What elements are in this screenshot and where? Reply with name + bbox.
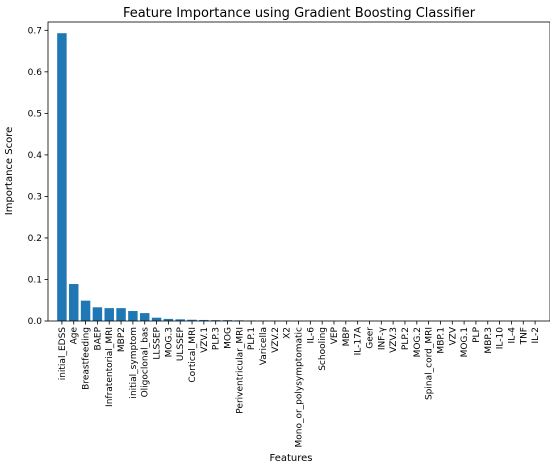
x-tick-label: Oligoclonal_bas <box>141 327 151 398</box>
bar <box>210 320 221 321</box>
y-tick-label: 0.6 <box>28 68 43 78</box>
bar <box>116 308 126 321</box>
bars-group <box>57 33 528 322</box>
x-tick-label: IL-4 <box>507 327 517 344</box>
x-tick-label: VZV <box>448 326 458 345</box>
bar <box>57 33 67 322</box>
bar <box>222 320 233 321</box>
x-tick-label: BAEP <box>93 326 103 350</box>
bar <box>199 319 209 321</box>
plot-frame <box>47 21 550 322</box>
bar <box>139 313 150 321</box>
x-tick-label: Schooling <box>318 327 328 371</box>
x-tick-label: INF-γ <box>377 326 387 350</box>
bar <box>92 307 103 321</box>
bar <box>175 319 185 321</box>
x-tick-label: initial_EDSS <box>58 327 68 381</box>
bar <box>128 311 138 321</box>
x-tick-label: PLP.3 <box>212 327 222 350</box>
x-tick-label: VZV.2 <box>271 327 281 353</box>
bar <box>163 318 174 321</box>
x-tick-label: PLP.2 <box>401 327 411 350</box>
x-tick-label: VEP <box>330 326 340 344</box>
x-tick-label: Mono_or_polysymptomatic <box>295 327 305 448</box>
chart-title: Feature Importance using Gradient Boosti… <box>123 6 476 21</box>
x-tick-label: Cortical_MRI <box>188 327 198 383</box>
x-tick-label: PLP.1 <box>247 327 257 350</box>
bar <box>151 317 162 321</box>
x-tick-label: Breastfeeding <box>82 327 92 390</box>
y-tick-label: 0.4 <box>28 151 43 161</box>
y-axis-label: Importance Score <box>4 127 15 216</box>
x-tick-label: Geer <box>365 327 375 349</box>
x-tick-label: MOG.2 <box>413 327 423 357</box>
x-tick-label: LLSSEP <box>153 326 163 359</box>
x-tick-label: VZV.1 <box>200 327 210 353</box>
y-tick-label: 0.7 <box>28 26 42 36</box>
y-tick-label: 0.3 <box>28 192 42 202</box>
y-tick-label: 0.5 <box>28 109 42 119</box>
x-tick-label: Infratentorial_MRI <box>105 327 115 407</box>
x-tick-label: MBP.3 <box>484 327 494 354</box>
x-tick-label: MOG <box>224 327 234 349</box>
x-tick-label: X2 <box>283 327 293 339</box>
y-tick-label: 0.0 <box>28 317 43 327</box>
x-tick-label: IL-17A <box>354 326 364 355</box>
x-tick-label: IL-10 <box>496 327 506 349</box>
y-tick-label: 0.2 <box>28 234 42 244</box>
x-tick-label: MBP.1 <box>436 327 446 354</box>
x-axis: initial_EDSS Age Breastfeeding BAEP Infraten… <box>58 321 541 448</box>
bar <box>187 319 197 321</box>
x-tick-label: VZV.3 <box>389 327 399 353</box>
bar <box>104 308 114 321</box>
bar <box>69 284 79 321</box>
x-tick-label: TNF <box>519 327 529 345</box>
bar <box>80 300 91 321</box>
x-tick-label: MBP <box>342 326 352 346</box>
x-tick-label: MOG.3 <box>164 327 174 357</box>
x-tick-label: MOG.1 <box>460 327 470 357</box>
y-tick-label: 0.1 <box>28 275 42 285</box>
x-tick-label: ULSSEP <box>176 326 186 361</box>
x-tick-label: IL-2 <box>531 327 541 343</box>
x-tick-label: Varicella <box>259 327 269 365</box>
x-tick-label: Spinal_cord_MRI <box>425 327 435 400</box>
x-tick-label: Age <box>70 327 80 345</box>
x-tick-label: MBP2 <box>117 327 127 352</box>
y-axis: 0.0 0.1 0.2 0.3 0.4 0.5 0.6 0.7 <box>28 26 48 327</box>
x-tick-label: Periventricular_MRI <box>235 327 245 414</box>
x-tick-label: IL-6 <box>306 327 316 344</box>
x-tick-label: PLP <box>472 326 482 342</box>
x-axis-label: Features <box>270 453 313 464</box>
x-tick-label: initial_symptom <box>129 327 139 399</box>
